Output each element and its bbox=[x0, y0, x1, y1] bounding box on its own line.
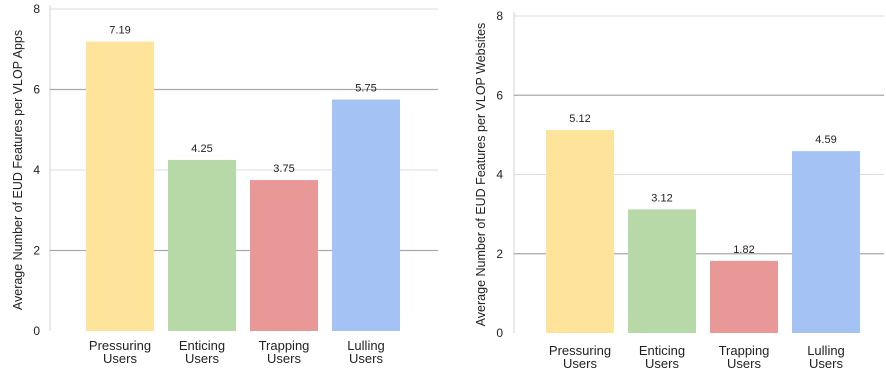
data-label: 4.25 bbox=[191, 143, 212, 155]
apps-bar-chart: Average Number of EUD Features per VLOP … bbox=[11, 2, 438, 366]
data-label: 1.82 bbox=[733, 244, 754, 256]
websites-bar-chart: Average Number of EUD Features per VLOP … bbox=[474, 9, 884, 371]
y-tick-label: 0 bbox=[496, 326, 503, 340]
y-tick-label: 4 bbox=[496, 168, 503, 182]
data-label: 3.75 bbox=[273, 163, 294, 175]
x-tick-label: Lulling Users bbox=[807, 343, 845, 371]
data-label: 5.75 bbox=[355, 83, 376, 95]
x-tick-label: Pressuring Users bbox=[89, 338, 151, 366]
bar bbox=[546, 130, 614, 333]
data-label: 7.19 bbox=[109, 25, 130, 37]
bar bbox=[332, 99, 400, 331]
y-tick-label: 6 bbox=[496, 88, 503, 102]
bar bbox=[168, 159, 236, 331]
x-tick-label: Enticing Users bbox=[639, 343, 685, 371]
x-tick-label: Enticing Users bbox=[179, 338, 225, 366]
bar bbox=[710, 260, 778, 333]
y-tick-label: 2 bbox=[33, 244, 40, 258]
bar bbox=[792, 151, 860, 333]
data-label: 5.12 bbox=[569, 113, 590, 125]
y-tick-label: 8 bbox=[496, 9, 503, 23]
data-label: 4.59 bbox=[815, 134, 836, 146]
y-tick-label: 8 bbox=[33, 2, 40, 16]
data-label: 3.12 bbox=[651, 192, 672, 204]
bar bbox=[86, 41, 154, 331]
y-tick-label: 4 bbox=[33, 163, 40, 177]
y-axis-label: Average Number of EUD Features per VLOP … bbox=[11, 30, 25, 310]
y-tick-label: 2 bbox=[496, 247, 503, 261]
x-tick-label: Trapping Users bbox=[259, 338, 310, 366]
x-tick-label: Pressuring Users bbox=[549, 343, 611, 371]
y-tick-label: 6 bbox=[33, 83, 40, 97]
x-tick-label: Lulling Users bbox=[347, 338, 385, 366]
x-tick-label: Trapping Users bbox=[719, 343, 770, 371]
y-tick-label: 0 bbox=[33, 324, 40, 338]
bar bbox=[628, 209, 696, 333]
y-axis-label: Average Number of EUD Features per VLOP … bbox=[474, 23, 488, 327]
bar bbox=[250, 180, 318, 331]
